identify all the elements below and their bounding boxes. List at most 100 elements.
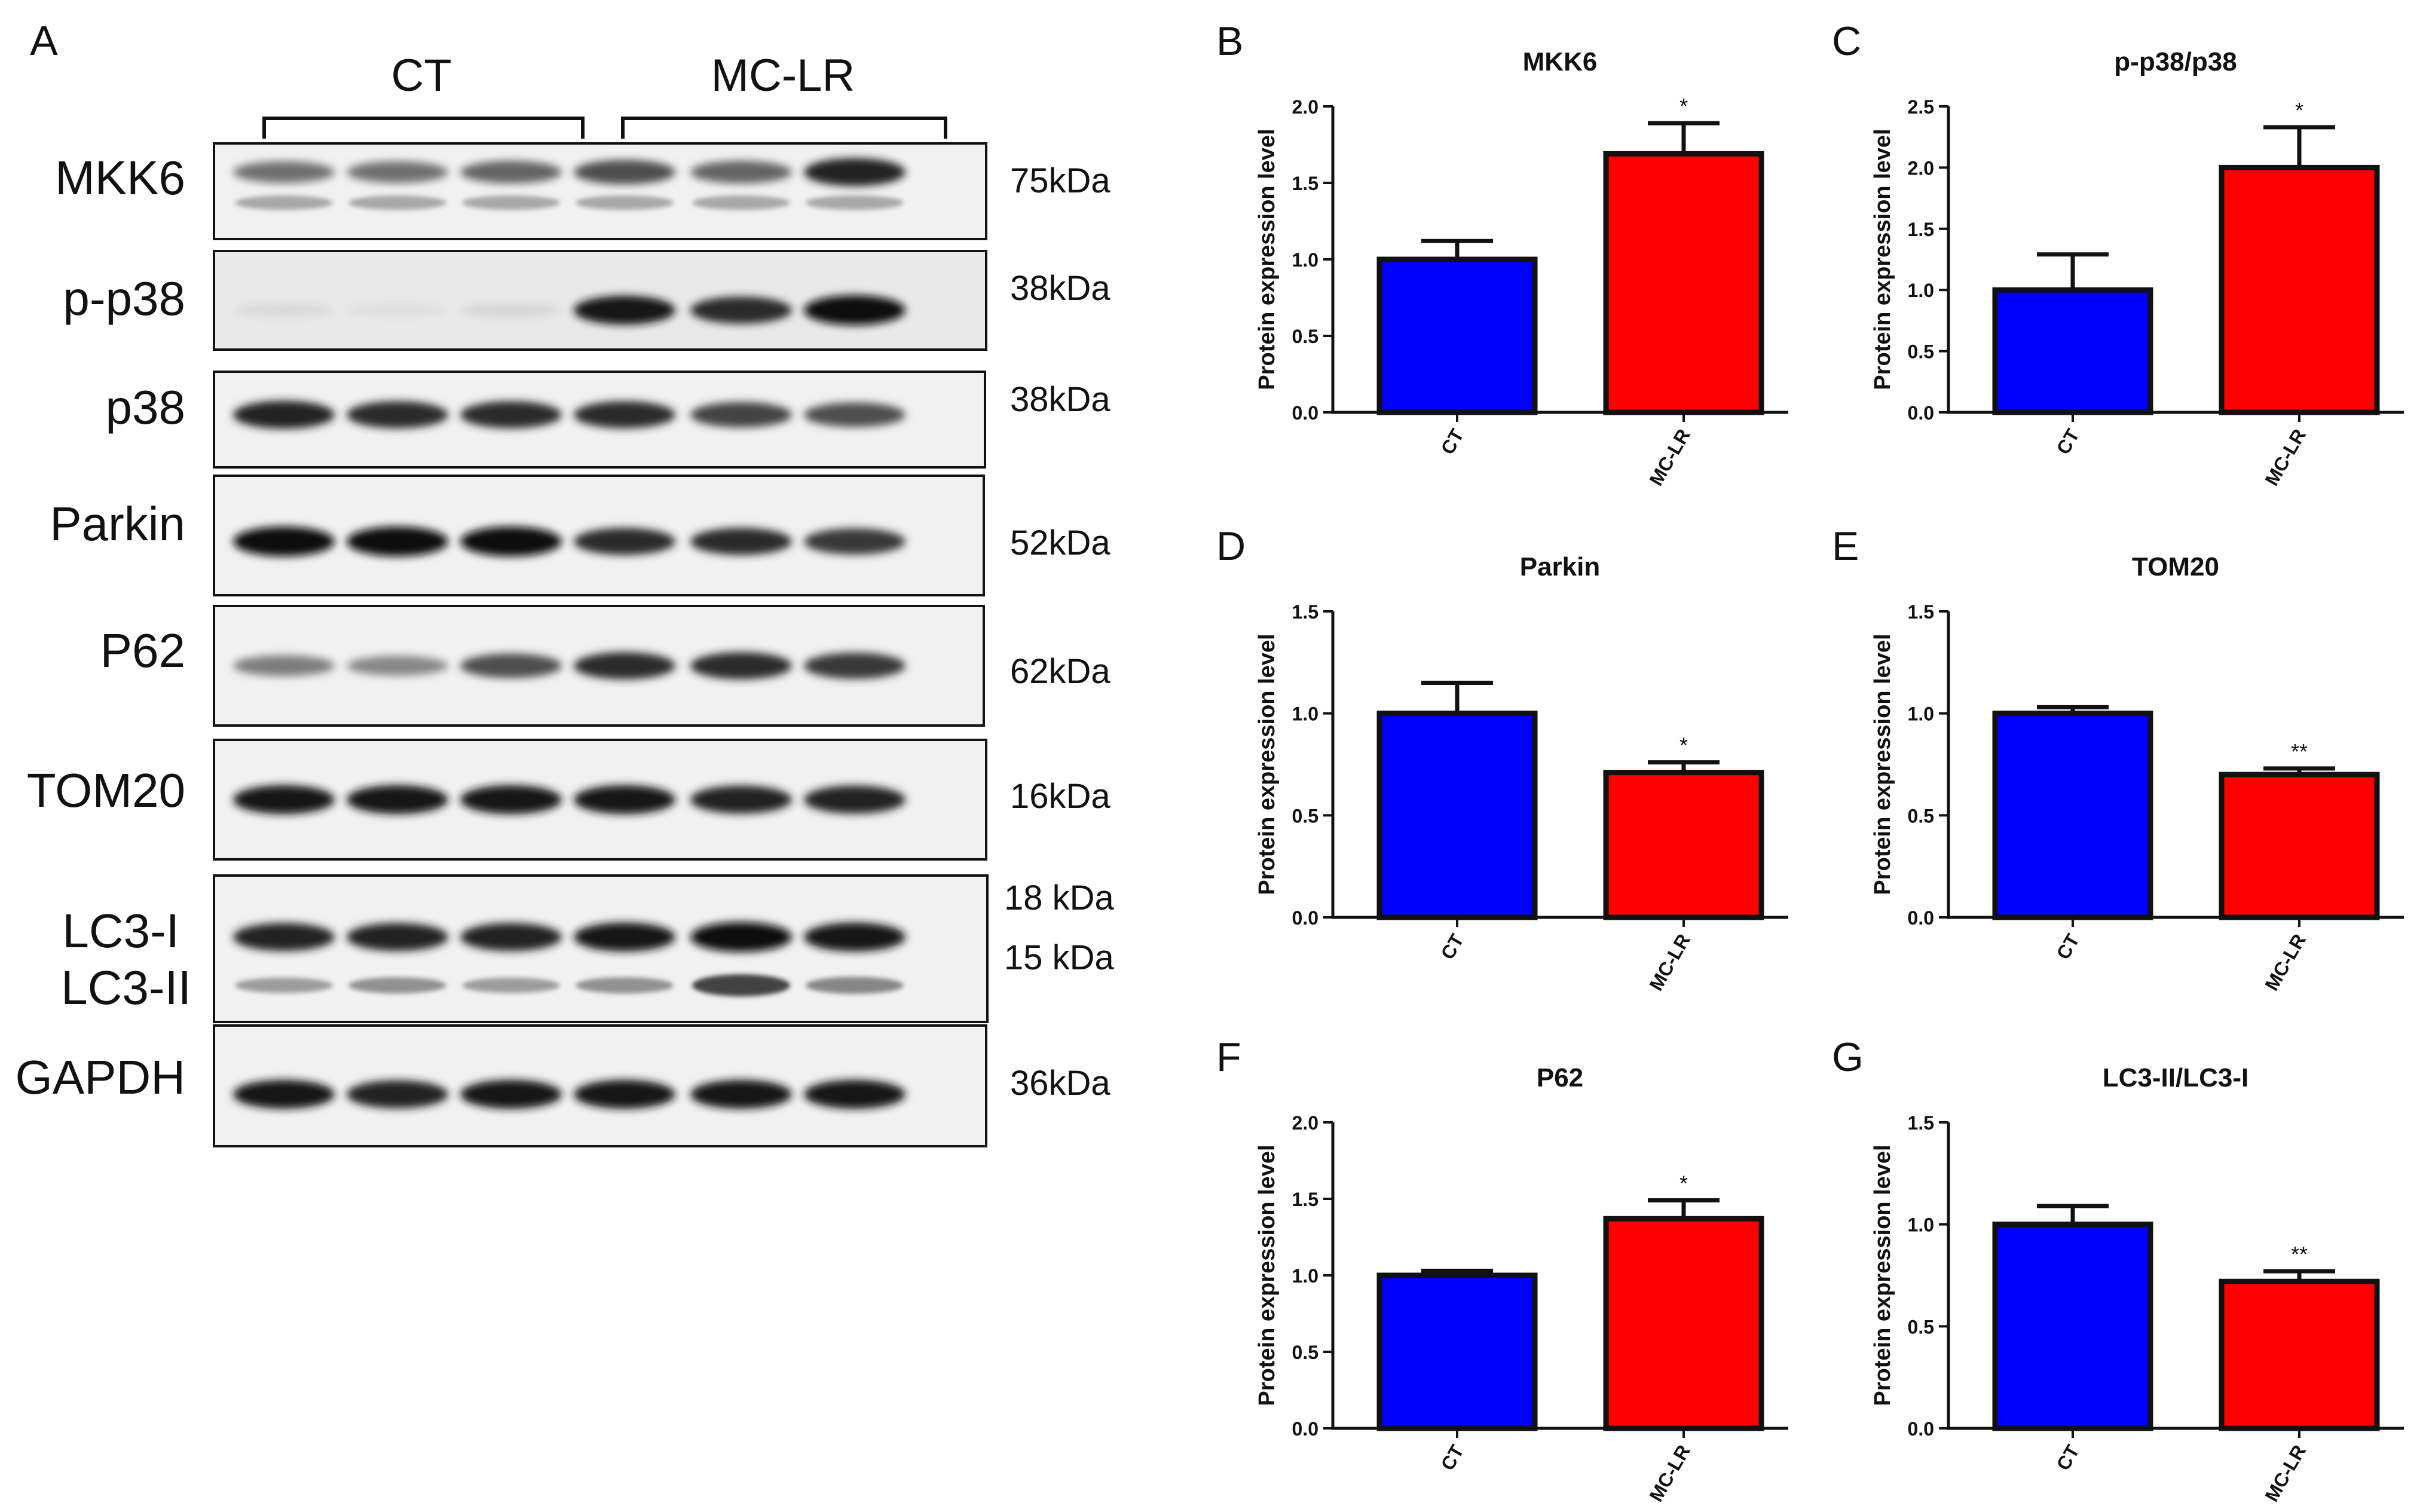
y-tick-label: 0.5: [1908, 805, 1934, 827]
blot-band: [804, 528, 905, 555]
significance-marker: *: [1679, 1171, 1688, 1196]
blot-size-mkk6: 75kDa: [1010, 161, 1110, 200]
chart-title: P62: [1537, 1063, 1583, 1092]
y-tick-label: 2.0: [1908, 157, 1934, 179]
significance-marker: *: [2295, 98, 2303, 123]
blot-band: [804, 1079, 905, 1109]
y-tick-label: 0.5: [1292, 326, 1318, 347]
blot-band: [690, 528, 792, 555]
blot-label-p-p38: p-p38: [63, 272, 185, 325]
bar-ct: [1992, 287, 2153, 415]
blot-row-p38: p38 38kDa: [106, 371, 1110, 469]
blot-band-lower: [692, 195, 790, 210]
bar-mc-lr: [2219, 1278, 2380, 1431]
blot-band-lower: [348, 977, 446, 994]
y-tick-label: 0.0: [1292, 907, 1318, 929]
y-tick-label: 1.5: [1292, 173, 1318, 194]
blot-size-p38: 38kDa: [1010, 380, 1110, 419]
blot-band: [233, 923, 335, 951]
blot-band: [804, 295, 905, 325]
blot-band: [690, 652, 792, 680]
blot-band-lower: [462, 195, 560, 210]
y-tick-label: 1.0: [1292, 703, 1318, 725]
panel-letter-e: E: [1832, 524, 1859, 569]
blot-band: [347, 1080, 448, 1109]
y-tick-label: 0.0: [1908, 402, 1934, 424]
blot-band: [233, 785, 335, 815]
blot-size-gapdh: 36kDa: [1010, 1064, 1110, 1103]
blot-band-lower: [806, 195, 904, 210]
x-tick-label-mc-lr: MC-LR: [2260, 1441, 2310, 1505]
blot-size-parkin: 52kDa: [1010, 524, 1110, 562]
panel-letter-b: B: [1216, 19, 1243, 64]
blot-band: [460, 303, 562, 317]
blot-label-tom20: TOM20: [27, 764, 185, 817]
blot-band: [574, 1079, 675, 1109]
blot-band: [460, 401, 562, 428]
blot-band: [574, 785, 675, 815]
y-tick-label: 1.0: [1908, 703, 1934, 725]
y-tick-label: 1.5: [1292, 1189, 1318, 1210]
blot-band: [460, 653, 562, 678]
blot-band: [804, 653, 905, 679]
blot-band-lower: [462, 977, 560, 993]
blot-band: [690, 296, 792, 324]
bar-mc-lr: [1603, 770, 1764, 920]
panel-letter-f: F: [1216, 1034, 1241, 1080]
blot-label-mkk6: MKK6: [55, 151, 185, 204]
blot-band: [460, 161, 562, 183]
blot-band: [804, 402, 905, 427]
chart-panel-d: D Parkin 0.0 0.5 1.0 1.5 Protein expression le…: [1216, 524, 1788, 994]
bar-ct: [1992, 711, 2153, 920]
chart-title: p-p38/p38: [2114, 47, 2237, 76]
y-tick-label: 0.5: [1908, 341, 1934, 363]
x-tick-label-ct: CT: [1437, 930, 1469, 963]
y-tick-label: 1.0: [1908, 1214, 1934, 1236]
bar-ct: [1376, 256, 1538, 415]
blot-size-tom20: 16kDa: [1010, 777, 1110, 816]
blot-band: [460, 1079, 562, 1109]
x-tick-label-ct: CT: [2052, 425, 2084, 458]
blot-band: [574, 295, 675, 325]
blot-row-mkk6: MKK6 75kDa: [55, 142, 1110, 240]
bar-ct: [1376, 1272, 1538, 1431]
bar-ct: [1376, 711, 1538, 920]
blot-row-gapdh: GAPDH 36kDa: [16, 1024, 1110, 1147]
y-tick-label: 0.5: [1292, 805, 1318, 827]
y-axis-label: Protein expression level: [1255, 128, 1280, 390]
blot-label-p38: p38: [106, 381, 185, 434]
panel-letter-a: A: [30, 17, 58, 64]
y-tick-label: 1.5: [1908, 219, 1934, 240]
y-tick-label: 0.5: [1908, 1316, 1934, 1337]
significance-marker: **: [2291, 1242, 2308, 1266]
significance-marker: **: [2291, 739, 2308, 764]
blot-band: [347, 785, 448, 815]
blot-row-tom20: TOM20 16kDa: [27, 739, 1110, 861]
blot-band-lower: [235, 195, 333, 210]
chart-panel-g: G LC3-II/LC3-I 0.0 0.5 1.0 1.5 Protein express…: [1832, 1034, 2404, 1505]
x-tick-label-ct: CT: [2052, 1441, 2084, 1474]
blot-size-p62: 62kDa: [1010, 652, 1110, 691]
panel-letter-c: C: [1832, 19, 1861, 64]
x-tick-label-mc-lr: MC-LR: [1645, 931, 1694, 994]
blot-band: [460, 923, 562, 951]
blot-band-lower: [235, 977, 333, 993]
blot-band: [690, 922, 792, 952]
western-blot-panel: A CT MC-LR MKK6 75kDa p-p38 38kDa p38 38kDa Pa…: [16, 17, 1115, 1147]
blot-band: [233, 303, 335, 317]
blot-band: [574, 528, 675, 555]
blot-band: [690, 161, 792, 183]
blot-label-lc3-i: LC3-I: [62, 904, 179, 957]
y-axis-label: Protein expression level: [1870, 1144, 1895, 1406]
blot-band: [460, 785, 562, 815]
chart-panel-e: E TOM20 0.0 0.5 1.0 1.5 Protein expression lev…: [1832, 524, 2404, 994]
significance-marker: *: [1679, 733, 1688, 758]
blot-band: [347, 527, 448, 556]
x-tick-label-mc-lr: MC-LR: [1645, 426, 1694, 489]
y-tick-label: 1.5: [1292, 601, 1318, 623]
y-tick-label: 0.0: [1908, 1418, 1934, 1440]
blot-band: [233, 161, 335, 183]
blot-band: [347, 161, 448, 183]
